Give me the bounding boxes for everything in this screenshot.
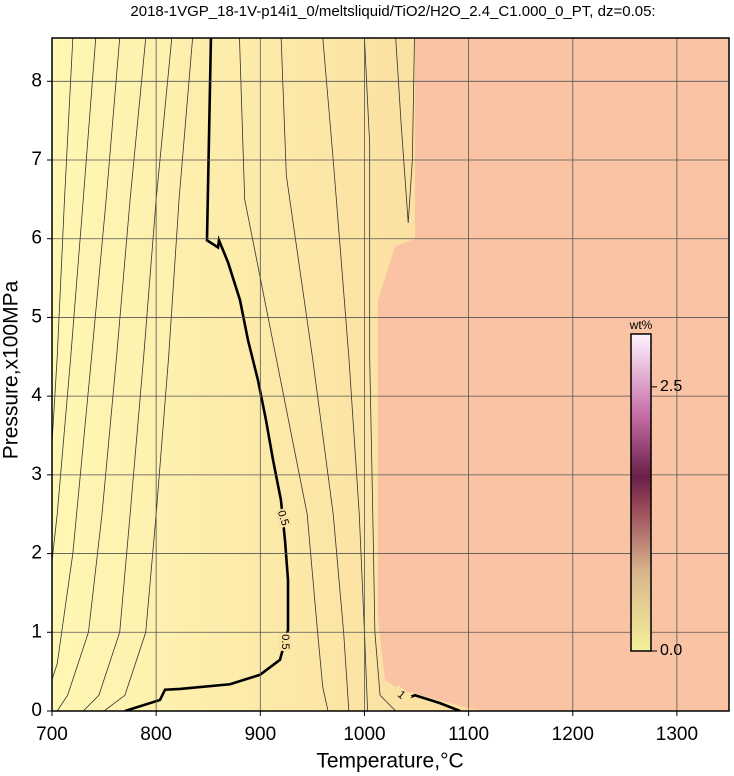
contour-line [52,38,97,562]
colorbar-tick-label: 0.0 [660,642,682,659]
colorbar [630,333,652,652]
axes-layer: 700 800 900 1000 1100 1200 1300 0 1 2 3 4 5 6 7 8 [31,38,729,745]
chart-title: 2018-1VGP_18-1V-p14i1_0/meltsliquid/TiO2… [130,3,655,20]
contour-line [56,38,147,711]
contour-line [52,38,121,680]
contour-line [364,38,396,711]
contour-line [280,38,350,711]
x-tick-label: 1300 [656,724,698,745]
y-tick-label: 5 [31,306,42,327]
contour-label: 0.5 [275,509,291,527]
x-tick-label: 800 [140,724,172,745]
colorbar-tick-label: 2.5 [660,378,682,395]
labeled-contour [124,38,290,711]
y-tick-label: 8 [31,70,42,91]
y-tick-label: 6 [31,228,42,249]
y-tick-label: 3 [31,464,42,485]
x-tick-label: 1200 [552,724,594,745]
y-tick-label: 0 [31,700,42,721]
contour-line [395,38,415,224]
y-tick-label: 7 [31,149,42,170]
contour-label: 0.5 [279,634,291,649]
region [378,38,729,711]
x-tick-label: 700 [36,724,68,745]
contour-line [322,38,368,711]
contour-label-bg [278,632,291,651]
colorbar-label: wt% [629,318,653,332]
contour-label-bg [390,684,412,706]
plot-frame [51,37,730,712]
x-tick-label: 1000 [343,724,385,745]
contour-label-bg [274,507,292,529]
y-tick-label: 1 [31,621,42,642]
contour-line [52,38,74,444]
x-tick-label: 1100 [448,724,489,745]
x-tick-label: 900 [244,724,276,745]
x-axis-title: Temperature,°C [316,750,463,773]
y-tick-label: 4 [31,385,42,406]
y-tick-label: 2 [31,543,42,564]
contour-line [239,38,329,711]
y-axis-title: Pressure,x100MPa [0,280,23,459]
